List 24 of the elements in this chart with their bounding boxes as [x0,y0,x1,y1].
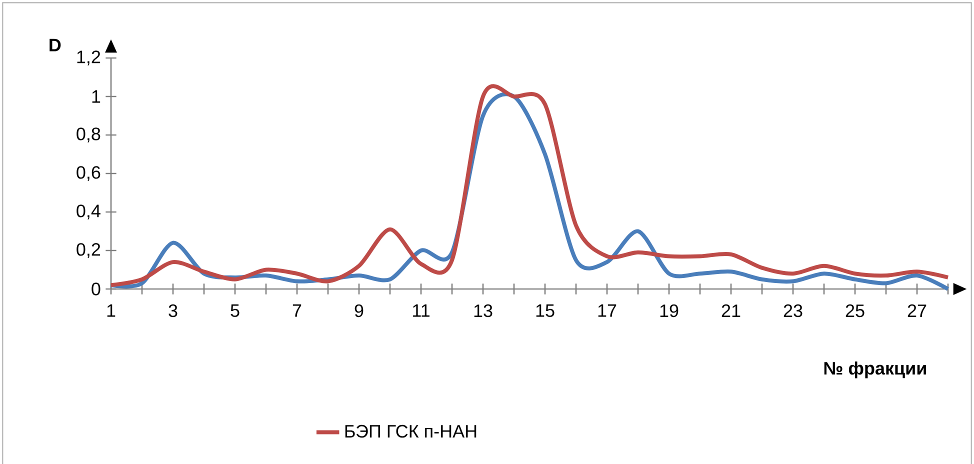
y-axis-title: D [50,38,61,52]
y-tick-label: 0,6 [76,166,100,181]
x-tick-label: 7 [292,304,302,317]
x-tick-label: 19 [660,304,678,318]
y-tick-label: 1 [92,90,100,103]
y-tick-label: 0,8 [76,128,100,142]
x-tick-label: 21 [722,304,740,317]
x-tick-label: 11 [413,304,430,317]
x-tick-label: 3 [168,304,178,318]
legend-label: БЭП ГСК п-НАН [345,424,476,438]
y-tick-label: 0,4 [76,204,100,220]
x-tick-label: 27 [908,304,926,317]
x-tick-label: 23 [784,304,802,318]
x-tick-label: 13 [474,304,492,318]
x-tick-label: 17 [598,304,616,317]
x-axis-title: № фракции [824,361,926,378]
x-tick-label: 1 [107,304,116,317]
y-tick-label: 0,2 [76,243,100,258]
x-tick-label: 5 [230,304,240,317]
y-tick-label: 0 [92,282,100,296]
y-tick-label: 1,2 [77,50,100,66]
x-tick-label: 15 [536,304,554,317]
x-tick-label: 25 [846,304,864,318]
x-tick-label: 9 [354,304,364,318]
